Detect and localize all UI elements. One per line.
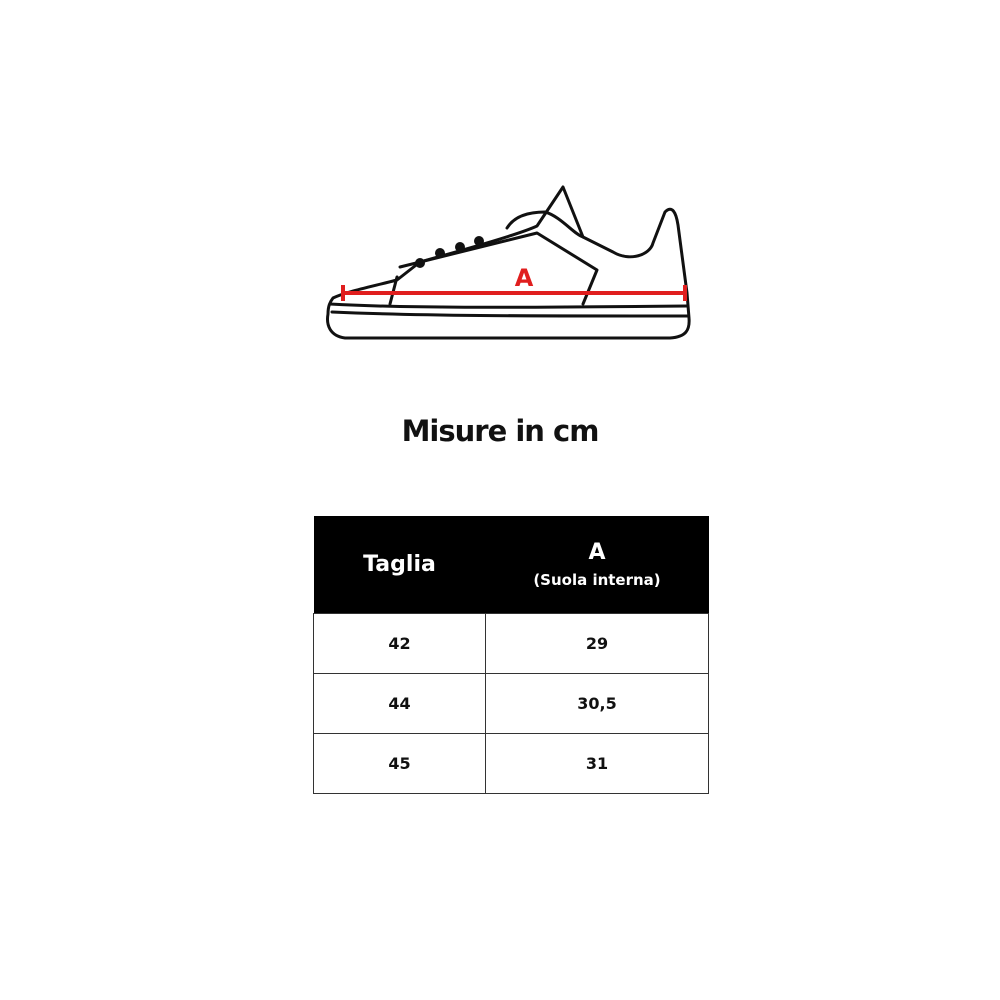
laces [415,236,484,268]
table-header: Taglia A (Suola interna) [313,516,709,614]
header-a-label: A [588,540,606,565]
table-row: 45 31 [313,733,709,794]
cell-a: 29 [485,613,709,674]
table-row: 44 30,5 [313,673,709,734]
size-table: Taglia A (Suola interna) 42 29 44 30,5 4… [313,516,709,794]
cell-size: 45 [313,733,486,794]
shoe-diagram: A [326,185,691,340]
cell-size: 42 [313,613,486,674]
header-size: Taglia [313,516,486,614]
shoe-outline [326,185,691,340]
measure-label: A [515,264,534,292]
cell-size: 44 [313,673,486,734]
header-a: A (Suola interna) [485,516,709,614]
header-a-sub: (Suola interna) [533,571,661,589]
table-row: 42 29 [313,613,709,674]
measure-line-a [341,285,687,301]
cell-a: 31 [485,733,709,794]
page-title: Misure in cm [401,414,600,448]
cell-a: 30,5 [485,673,709,734]
